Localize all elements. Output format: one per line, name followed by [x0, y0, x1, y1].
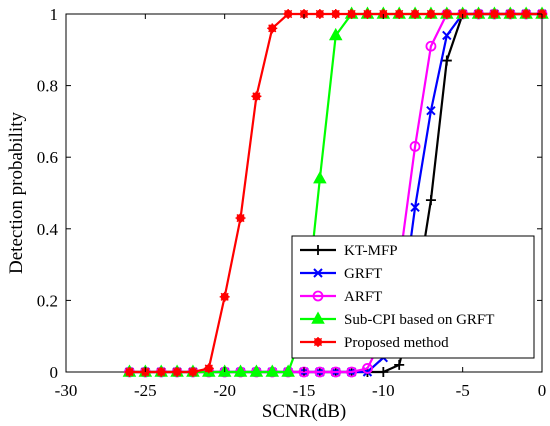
- data-point-rays: [156, 367, 167, 377]
- data-point: [233, 364, 248, 377]
- legend-item: Sub-CPI based on GRFT: [300, 311, 494, 328]
- data-point: [314, 366, 326, 378]
- data-point-rays: [251, 91, 262, 102]
- data-point-rays: [172, 367, 183, 377]
- data-point: [330, 366, 342, 378]
- y-tick-label: 0: [50, 363, 59, 382]
- legend-marker: [312, 290, 324, 302]
- legend: KT-MFP GRFT ARFT Sub-CPI based on GRFT Propo…: [291, 235, 535, 359]
- data-point-rays: [410, 9, 421, 19]
- x-tick-label: -25: [134, 381, 157, 400]
- legend-label: GRFT: [344, 266, 382, 282]
- data-point-rays: [219, 291, 230, 302]
- y-tick-label: 0.4: [37, 220, 59, 239]
- data-point-rays: [283, 9, 294, 19]
- data-point: [346, 366, 358, 378]
- x-tick-label: -10: [372, 381, 395, 400]
- y-axis: 0 0.2 0.4 0.6 0.8 1: [37, 5, 542, 382]
- x-tick-label: -30: [55, 381, 78, 400]
- data-point: [281, 364, 295, 377]
- data-point-rays: [441, 9, 452, 19]
- x-tick-label: -5: [456, 381, 470, 400]
- data-point-rays: [330, 9, 341, 19]
- data-point: [426, 105, 436, 116]
- data-point-rays: [314, 9, 325, 19]
- data-point-rays: [505, 9, 516, 19]
- data-point: [394, 359, 405, 370]
- data-point: [425, 40, 437, 52]
- data-point: [442, 30, 452, 41]
- data-point-rays: [362, 9, 373, 19]
- data-point: [249, 364, 264, 377]
- data-point: [409, 141, 421, 152]
- data-point-rays: [521, 9, 532, 19]
- data-point-rays: [203, 363, 214, 374]
- x-axis-label: SCNR(dB): [262, 401, 346, 422]
- x-tick-label: 0: [538, 381, 547, 400]
- y-tick-label: 0.6: [37, 148, 58, 167]
- data-point: [328, 27, 343, 41]
- y-tick-label: 0.8: [37, 77, 58, 96]
- x-axis: -30 -25 -20 -15 -10 -5 0: [55, 14, 547, 400]
- legend-marker: [311, 311, 325, 324]
- legend-label: Proposed method: [344, 335, 449, 351]
- data-point: [410, 202, 420, 213]
- y-tick-label: 1: [50, 5, 59, 24]
- y-tick-label: 0.2: [37, 291, 58, 310]
- legend-item: Proposed method: [300, 335, 449, 351]
- data-point: [265, 364, 280, 377]
- data-point: [425, 195, 436, 206]
- data-point-rays: [425, 9, 436, 19]
- data-point-rays: [346, 9, 357, 19]
- legend-label: ARFT: [344, 289, 382, 305]
- data-point: [313, 171, 327, 184]
- data-point-rays: [124, 367, 135, 377]
- data-point: [441, 55, 452, 66]
- data-point-rays: [473, 9, 484, 19]
- data-point-rays: [489, 9, 500, 19]
- x-tick-label: -15: [293, 381, 316, 400]
- legend-item: ARFT: [300, 289, 382, 305]
- legend-marker-rays: [313, 337, 323, 347]
- x-tick-label: -20: [213, 381, 236, 400]
- legend-marker: [313, 268, 323, 278]
- data-point: [362, 363, 373, 374]
- y-axis-label: Detection probability: [6, 112, 27, 274]
- data-point-rays: [394, 9, 405, 19]
- legend-item: KT-MFP: [300, 243, 398, 259]
- legend-marker: [313, 245, 323, 255]
- data-point-rays: [267, 23, 278, 34]
- legend-item: GRFT: [300, 266, 382, 282]
- legend-label: Sub-CPI based on GRFT: [344, 312, 494, 328]
- legend-label: KT-MFP: [344, 243, 398, 259]
- data-point-rays: [235, 213, 246, 224]
- data-point-rays: [187, 367, 198, 377]
